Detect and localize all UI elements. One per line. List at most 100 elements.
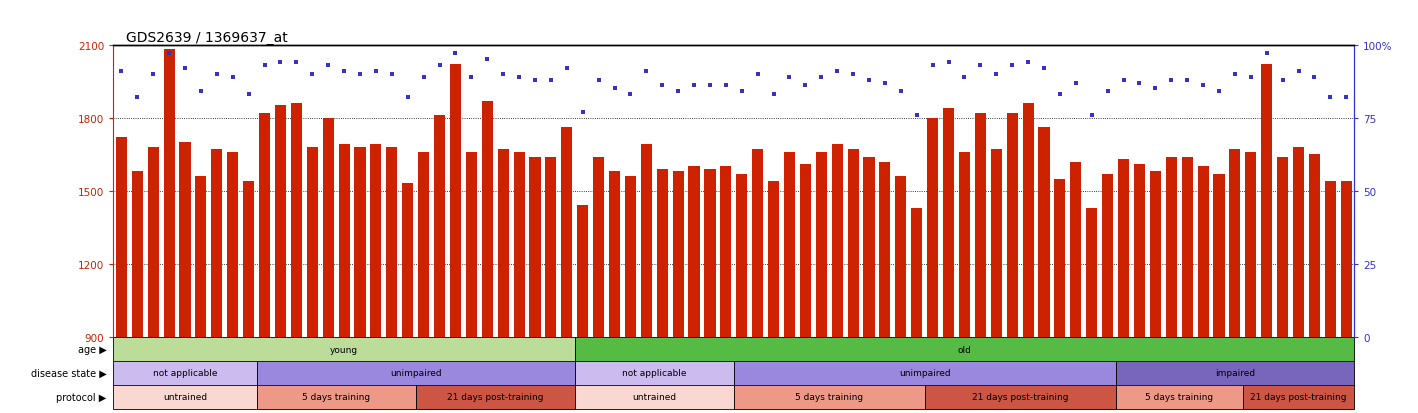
Bar	[641, 145, 652, 337]
Point	[1017, 59, 1039, 66]
Bar	[959, 152, 970, 337]
Bar	[116, 138, 128, 337]
Point	[666, 89, 689, 95]
Text: 5 days training: 5 days training	[302, 392, 370, 401]
Bar	[848, 150, 859, 337]
Bar	[879, 162, 891, 337]
Bar	[1116, 385, 1242, 409]
Point	[173, 66, 196, 72]
Text: untrained: untrained	[632, 392, 676, 401]
Bar	[657, 169, 668, 337]
Point	[794, 83, 817, 90]
Bar	[465, 152, 476, 337]
Bar	[211, 150, 223, 337]
Point	[459, 74, 482, 81]
Bar	[113, 337, 574, 361]
Point	[316, 62, 339, 69]
Text: 21 days post-training: 21 days post-training	[1251, 392, 1347, 401]
Point	[571, 109, 594, 116]
Point	[523, 77, 546, 84]
Point	[1334, 95, 1357, 101]
Bar	[864, 157, 875, 337]
Text: 5 days training: 5 days training	[795, 392, 864, 401]
Bar	[323, 119, 333, 337]
Bar	[163, 50, 174, 337]
Point	[111, 69, 133, 75]
Bar	[1261, 65, 1272, 337]
Point	[444, 51, 467, 57]
Bar	[672, 172, 683, 337]
Bar	[736, 174, 747, 337]
Point	[1032, 66, 1055, 72]
Point	[1048, 92, 1071, 98]
Point	[1272, 77, 1295, 84]
Text: 5 days training: 5 days training	[1146, 392, 1214, 401]
Bar	[415, 385, 574, 409]
Point	[937, 59, 960, 66]
Point	[682, 83, 705, 90]
Bar	[339, 145, 350, 337]
Bar	[1102, 174, 1113, 337]
Bar	[113, 385, 257, 409]
Bar	[227, 152, 238, 337]
Point	[778, 74, 801, 81]
Point	[1081, 112, 1103, 119]
Bar	[1134, 165, 1144, 337]
Point	[556, 66, 579, 72]
Bar	[574, 385, 735, 409]
Bar	[735, 361, 1116, 385]
Bar	[1116, 361, 1354, 385]
Bar	[1007, 114, 1018, 337]
Point	[157, 51, 180, 57]
Point	[1144, 86, 1167, 93]
Point	[968, 62, 991, 69]
Bar	[815, 152, 827, 337]
Bar	[752, 150, 763, 337]
Bar	[147, 147, 159, 337]
Bar	[1214, 174, 1225, 337]
Bar	[275, 106, 286, 337]
Point	[1208, 89, 1231, 95]
Text: unimpaired: unimpaired	[899, 368, 950, 377]
Bar	[450, 65, 461, 337]
Bar	[1340, 182, 1351, 337]
Bar	[927, 119, 939, 337]
Point	[587, 77, 610, 84]
Bar	[482, 101, 493, 337]
Bar	[1117, 160, 1129, 337]
Point	[476, 57, 499, 63]
Bar	[1071, 162, 1082, 337]
Point	[889, 89, 912, 95]
Point	[142, 71, 164, 78]
Point	[842, 71, 865, 78]
Text: age ▶: age ▶	[78, 344, 106, 354]
Point	[237, 92, 259, 98]
Point	[413, 74, 435, 81]
Point	[508, 74, 530, 81]
Bar	[991, 150, 1003, 337]
Point	[1224, 71, 1246, 78]
Bar	[1229, 150, 1241, 337]
Text: not applicable: not applicable	[623, 368, 686, 377]
Bar	[513, 152, 525, 337]
Point	[651, 83, 674, 90]
Bar	[593, 157, 604, 337]
Point	[715, 83, 737, 90]
Text: 21 days post-training: 21 days post-training	[447, 392, 543, 401]
Bar	[529, 157, 540, 337]
Bar	[800, 165, 811, 337]
Bar	[769, 182, 778, 337]
Point	[221, 74, 244, 81]
Bar	[242, 182, 254, 337]
Bar	[574, 361, 735, 385]
Bar	[735, 385, 925, 409]
Bar	[257, 361, 574, 385]
Point	[349, 71, 372, 78]
Text: young: young	[330, 345, 359, 354]
Point	[1160, 77, 1183, 84]
Bar	[574, 337, 1354, 361]
Point	[730, 89, 753, 95]
Point	[763, 92, 786, 98]
Point	[635, 69, 658, 75]
Text: impaired: impaired	[1215, 368, 1255, 377]
